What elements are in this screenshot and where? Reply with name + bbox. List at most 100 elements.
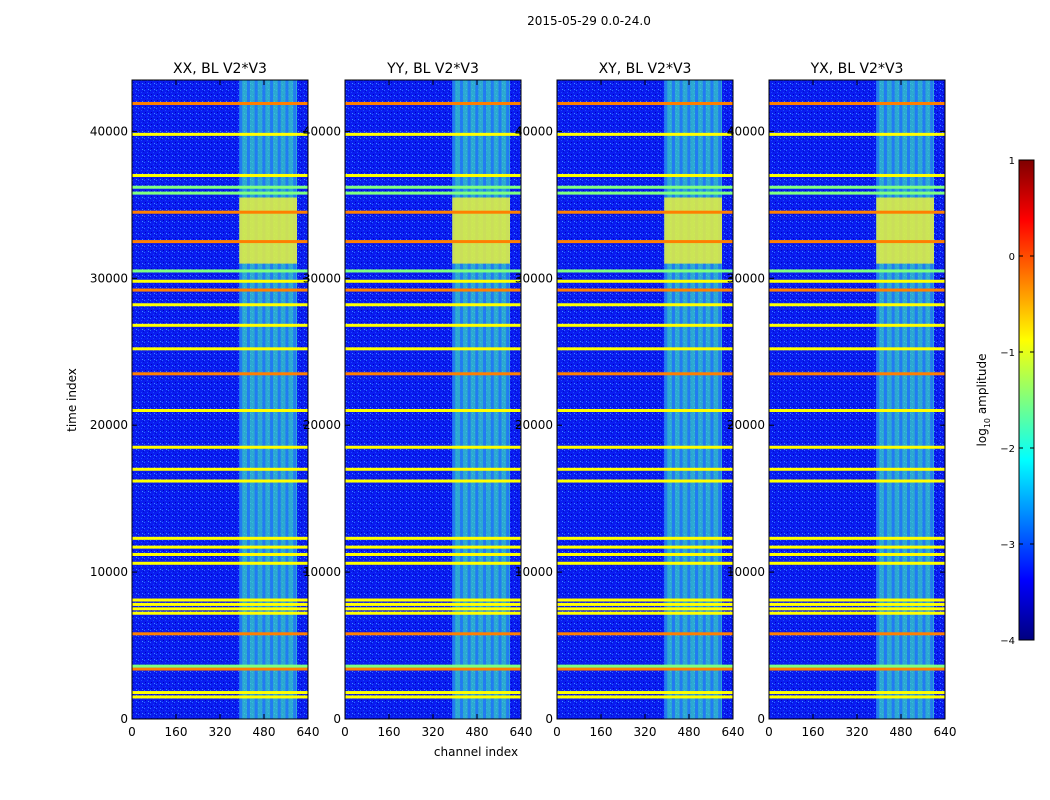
flagged-row	[345, 303, 521, 307]
flagged-row	[557, 269, 733, 273]
strong-emission-block	[664, 197, 722, 264]
band-stripe	[277, 80, 281, 719]
flagged-row	[557, 191, 733, 195]
flagged-row	[345, 667, 521, 671]
flagged-row	[345, 102, 521, 106]
flagged-row	[132, 102, 308, 106]
band-stripe	[467, 80, 471, 719]
flagged-row	[132, 288, 308, 292]
flagged-row	[769, 691, 945, 695]
flagged-row	[557, 602, 733, 606]
colorbar-label: log10 amplitude	[975, 354, 992, 447]
flagged-row	[557, 240, 733, 244]
band-stripe	[490, 80, 494, 719]
y-tick-label: 10000	[90, 565, 128, 579]
y-tick-label: 0	[120, 712, 128, 726]
flagged-row	[557, 632, 733, 636]
band-stripe	[718, 80, 722, 719]
band-stripe	[702, 80, 706, 719]
flagged-row	[345, 132, 521, 136]
flagged-row	[132, 479, 308, 483]
panels-group: XX, BL V2*V3 0 160 320 480 640 0 10000 20000 3000…	[90, 61, 957, 739]
panel-xy: XY, BL V2*V3 0 160 320 480 640 0 10000 20000 3000…	[515, 61, 745, 739]
panel-title: XX, BL V2*V3	[173, 61, 267, 77]
colorbar-tick-label: −2	[1000, 444, 1015, 455]
flagged-row	[345, 288, 521, 292]
colorbar-label-sub: 10	[983, 418, 992, 428]
flagged-row	[769, 132, 945, 136]
flagged-row	[557, 303, 733, 307]
band-stripe	[459, 80, 463, 719]
colorbar-gradient	[1018, 159, 1035, 641]
flagged-row	[557, 479, 733, 483]
y-tick-label: 10000	[303, 565, 341, 579]
band-stripe	[254, 80, 258, 719]
x-tick-label: 480	[253, 725, 276, 739]
flagged-row	[769, 479, 945, 483]
flagged-row	[132, 347, 308, 351]
flagged-row	[769, 323, 945, 327]
panel-title: YY, BL V2*V3	[386, 61, 479, 77]
flagged-row	[345, 695, 521, 699]
band-stripe	[671, 80, 675, 719]
flagged-row	[345, 185, 521, 189]
band-stripe	[899, 80, 903, 719]
y-tick-label: 10000	[515, 565, 553, 579]
flagged-row	[769, 210, 945, 214]
x-tick-label: 480	[466, 725, 489, 739]
y-tick-label: 30000	[303, 271, 341, 285]
y-tick-label: 40000	[727, 124, 765, 138]
band-stripe	[506, 80, 510, 719]
panel-yx: YX, BL V2*V3 0 160 320 480 640 0 10000 20000 3000…	[727, 61, 957, 739]
flagged-row	[769, 561, 945, 565]
flagged-row	[769, 185, 945, 189]
flagged-row	[132, 611, 308, 615]
flagged-row	[132, 303, 308, 307]
flagged-row	[132, 269, 308, 273]
flagged-row	[557, 552, 733, 556]
band-stripe	[262, 80, 266, 719]
y-tick-label: 0	[333, 712, 341, 726]
flagged-row	[769, 445, 945, 449]
x-tick-label: 320	[634, 725, 657, 739]
flagged-row	[132, 561, 308, 565]
flagged-row	[345, 598, 521, 602]
flagged-row	[557, 323, 733, 327]
band-stripe	[914, 80, 918, 719]
flagged-row	[345, 445, 521, 449]
colorbar-tick-label: −1	[1000, 348, 1015, 359]
flagged-row	[557, 279, 733, 283]
y-axis-label: time index	[65, 368, 79, 432]
flagged-row	[345, 691, 521, 695]
y-tick-label: 40000	[303, 124, 341, 138]
flagged-row	[132, 467, 308, 471]
flagged-row	[557, 132, 733, 136]
y-tick-label: 10000	[727, 565, 765, 579]
flagged-row	[132, 602, 308, 606]
flagged-row	[769, 240, 945, 244]
flagged-row	[769, 303, 945, 307]
flagged-row	[132, 536, 308, 540]
flagged-row	[345, 191, 521, 195]
x-tick-label: 640	[510, 725, 533, 739]
x-tick-label: 320	[846, 725, 869, 739]
flagged-row	[557, 210, 733, 214]
band-stripe	[695, 80, 699, 719]
colorbar-label-log: log	[975, 428, 989, 446]
flagged-row	[132, 372, 308, 376]
panel-xx: XX, BL V2*V3 0 160 320 480 640 0 10000 20000 3000…	[90, 61, 320, 739]
flagged-row	[769, 602, 945, 606]
flagged-row	[769, 269, 945, 273]
flagged-row	[345, 632, 521, 636]
figure-title: 2015-05-29 0.0-24.0	[527, 14, 651, 28]
x-tick-label: 0	[765, 725, 773, 739]
x-tick-label: 0	[128, 725, 136, 739]
flagged-row	[769, 279, 945, 283]
panel-title: XY, BL V2*V3	[599, 61, 692, 77]
y-tick-label: 20000	[515, 418, 553, 432]
flagged-row	[769, 372, 945, 376]
y-tick-label: 20000	[90, 418, 128, 432]
band-stripe	[664, 80, 668, 719]
